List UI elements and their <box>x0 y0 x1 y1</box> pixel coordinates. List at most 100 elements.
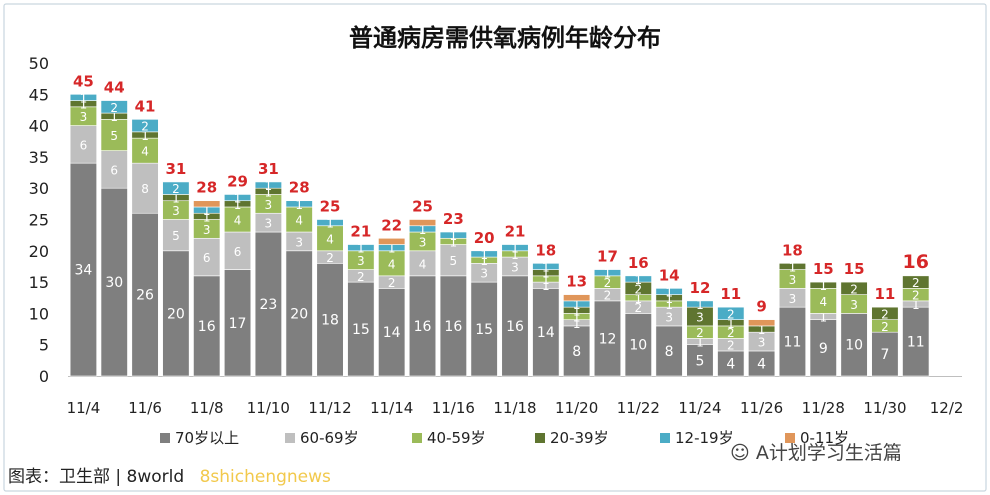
y-tick-label: 25 <box>29 211 49 230</box>
total-label: 29 <box>227 172 248 190</box>
segment-label: 1 <box>819 311 827 325</box>
total-label: 25 <box>412 198 433 216</box>
segment-label: 14 <box>383 325 401 341</box>
bar-segment <box>193 237 221 277</box>
bar-segment <box>408 250 437 277</box>
x-tick-label: 11/20 <box>555 399 598 417</box>
x-tick-label: 11/30 <box>863 399 906 417</box>
y-tick-label: 15 <box>29 273 49 292</box>
segment-label: 7 <box>880 347 889 363</box>
legend-label: 70岁以上 <box>175 429 239 447</box>
segment-label: 3 <box>265 198 273 212</box>
footer-caption: 图表：卫生部 | 8world 8shichengnews <box>8 462 331 487</box>
bar-segment <box>285 250 313 377</box>
segment-label: 6 <box>203 251 211 265</box>
segment-label: 20 <box>290 306 308 322</box>
bar-segment <box>408 219 437 227</box>
bar-segment <box>254 181 282 189</box>
bar-segment <box>902 275 930 289</box>
segment-label: 1 <box>203 204 211 218</box>
x-tick-label: 11/10 <box>247 399 290 417</box>
bar-segment <box>532 263 560 270</box>
segment-label: 1 <box>789 260 797 274</box>
segment-label: 26 <box>136 288 154 304</box>
legend-swatch <box>535 433 545 443</box>
segment-label: 2 <box>604 289 612 303</box>
bar-segment <box>254 231 282 377</box>
segment-label: 16 <box>506 319 524 335</box>
bar-segment <box>223 194 252 202</box>
segment-label: 1 <box>480 248 488 262</box>
segment-label: 2 <box>881 320 889 334</box>
legend-swatch <box>160 433 170 443</box>
bar-segment <box>69 162 97 377</box>
y-tick-label: 35 <box>29 148 49 167</box>
bar-segment <box>131 119 159 133</box>
bar-segment <box>717 306 745 320</box>
segment-label: 2 <box>172 182 180 196</box>
total-label: 44 <box>104 79 125 97</box>
segment-label: 8 <box>665 344 674 360</box>
bar-segment <box>131 162 159 214</box>
segment-label: 6 <box>110 163 118 177</box>
segment-label: 11 <box>784 335 802 351</box>
segment-label: 3 <box>203 223 211 237</box>
segment-label: 3 <box>665 311 673 325</box>
segment-label: 1 <box>450 235 458 249</box>
bar-segment <box>778 263 807 270</box>
bar-segment <box>193 275 221 377</box>
total-label: 41 <box>135 97 156 115</box>
segment-label: 16 <box>414 319 432 335</box>
segment-label: 5 <box>110 129 118 143</box>
segment-label: 2 <box>727 326 735 340</box>
segment-label: 15 <box>475 322 493 338</box>
bar-segment <box>285 206 313 233</box>
legend-swatch <box>660 433 670 443</box>
segment-label: 2 <box>634 282 642 296</box>
bar-segment <box>378 237 406 245</box>
x-tick-label: 11/28 <box>802 399 845 417</box>
bar-segment <box>748 319 776 327</box>
bar-segment <box>131 212 159 377</box>
bar-segment <box>809 319 837 377</box>
bar-segment <box>100 150 128 189</box>
bar-segment <box>809 281 837 289</box>
segment-label: 1 <box>141 129 149 143</box>
total-label: 21 <box>350 223 371 241</box>
legend-label: 12-19岁 <box>675 429 734 447</box>
segment-label: 3 <box>80 110 88 124</box>
segment-label: 4 <box>388 257 396 271</box>
x-tick-label: 11/22 <box>617 399 660 417</box>
total-label: 31 <box>258 160 279 178</box>
segment-label: 3 <box>696 311 704 325</box>
segment-label: 1 <box>819 279 827 293</box>
segment-label: 1 <box>172 192 180 206</box>
bar-segment <box>162 181 190 195</box>
segment-label: 1 <box>542 260 550 274</box>
bar-segment <box>100 100 128 114</box>
bar-segment <box>378 288 406 377</box>
segment-label: 1 <box>696 298 704 312</box>
segment-label: 3 <box>265 217 273 231</box>
segment-label: 3 <box>850 298 858 312</box>
total-label: 23 <box>443 210 464 228</box>
segment-label: 1 <box>634 273 642 287</box>
segment-label: 2 <box>727 307 735 321</box>
bar-segment <box>593 300 622 377</box>
total-label: 16 <box>628 254 649 272</box>
bar-segment <box>717 350 745 377</box>
legend-label: 60-69岁 <box>300 429 359 447</box>
y-tick-label: 20 <box>29 242 49 261</box>
segment-label: 1 <box>542 279 550 293</box>
total-label: 22 <box>381 216 402 234</box>
total-label: 11 <box>874 285 895 303</box>
segment-label: 1 <box>912 298 920 312</box>
segment-label: 1 <box>758 323 766 337</box>
bar-segment <box>408 275 437 377</box>
segment-label: 4 <box>295 214 303 228</box>
x-tick-label: 11/14 <box>370 399 413 417</box>
segment-label: 3 <box>480 267 488 281</box>
segment-label: 2 <box>727 339 735 353</box>
legend-swatch <box>412 433 422 443</box>
total-label: 9 <box>756 298 766 316</box>
